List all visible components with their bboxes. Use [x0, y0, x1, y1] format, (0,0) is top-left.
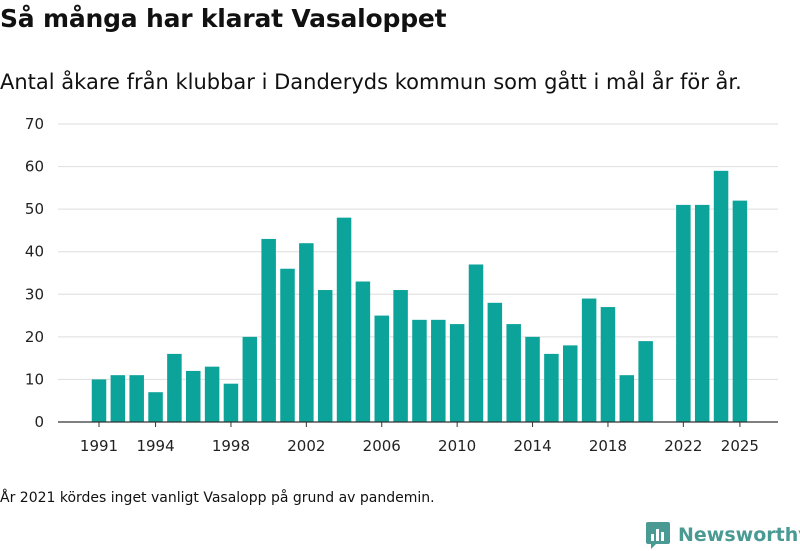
bar-1991	[91, 379, 107, 422]
bar-1999	[242, 336, 258, 422]
x-tick-label: 2014	[513, 437, 551, 455]
bar-2010	[449, 324, 465, 422]
bar-2009	[431, 319, 446, 422]
x-tick-label: 2018	[589, 437, 627, 455]
bar-1997	[204, 366, 220, 422]
bar-2024	[713, 170, 729, 422]
x-tick-label: 2010	[438, 437, 476, 455]
bar-2014	[525, 336, 540, 422]
bar-2016	[563, 345, 578, 422]
bar-2002	[299, 243, 314, 422]
bar-2000	[261, 238, 276, 422]
bar-1992	[110, 375, 126, 422]
bars	[91, 170, 748, 422]
bar-chart: 0 10 20 30 40 50 60 70 1991 1994 1998 2002 2006 2010…	[25, 115, 778, 455]
y-tick-label: 0	[34, 413, 44, 431]
bar-2005	[355, 281, 371, 422]
bar-2008	[412, 319, 427, 422]
x-tick-label: 2025	[721, 437, 759, 455]
x-tick-label: 1991	[80, 437, 118, 455]
bar-1996	[186, 370, 201, 422]
bar-1993	[129, 375, 144, 422]
bar-2022	[676, 204, 691, 422]
y-tick-label: 20	[25, 328, 44, 346]
x-tick-label: 2022	[664, 437, 702, 455]
bar-1995	[167, 353, 182, 422]
y-tick-label: 40	[25, 243, 44, 261]
bar-1998	[223, 383, 239, 422]
y-tick-label: 60	[25, 158, 44, 176]
x-tick-label: 2006	[363, 437, 401, 455]
y-tick-label: 10	[25, 370, 44, 388]
y-tick-label: 30	[25, 285, 44, 303]
bar-2011	[468, 264, 484, 422]
bar-2017	[581, 298, 597, 422]
bar-2004	[336, 217, 352, 422]
bar-2003	[317, 290, 333, 422]
bar-2018	[600, 307, 616, 422]
x-tick-label: 2002	[287, 437, 325, 455]
bar-2019	[619, 375, 635, 422]
bar-2020	[638, 341, 653, 422]
chart-subtitle: Antal åkare från klubbar i Danderyds kom…	[0, 70, 742, 94]
bar-2001	[280, 268, 295, 422]
bar-2023	[694, 204, 710, 422]
y-axis: 0 10 20 30 40 50 60 70	[25, 115, 44, 431]
brand-logo: Newsworthy	[645, 519, 800, 551]
x-axis: 1991 1994 1998 2002 2006 2010 2014 2018 2022 2025	[58, 421, 778, 455]
footnote: År 2021 kördes inget vanligt Vasalopp på…	[0, 490, 435, 506]
x-tick-label: 1998	[212, 437, 250, 455]
bar-2013	[506, 324, 521, 422]
bar-2015	[544, 353, 559, 422]
y-tick-label: 50	[25, 200, 44, 218]
x-tick-label: 1994	[136, 437, 174, 455]
y-tick-label: 70	[25, 115, 44, 133]
newsworthy-logo-icon	[646, 522, 670, 549]
bar-2012	[487, 302, 503, 422]
bar-2006	[374, 315, 389, 422]
chart-title: Så många har klarat Vasaloppet	[0, 4, 447, 33]
brand-name: Newsworthy	[678, 524, 800, 546]
bar-2025	[732, 200, 748, 422]
bar-2007	[393, 290, 408, 422]
bar-1994	[148, 392, 163, 422]
